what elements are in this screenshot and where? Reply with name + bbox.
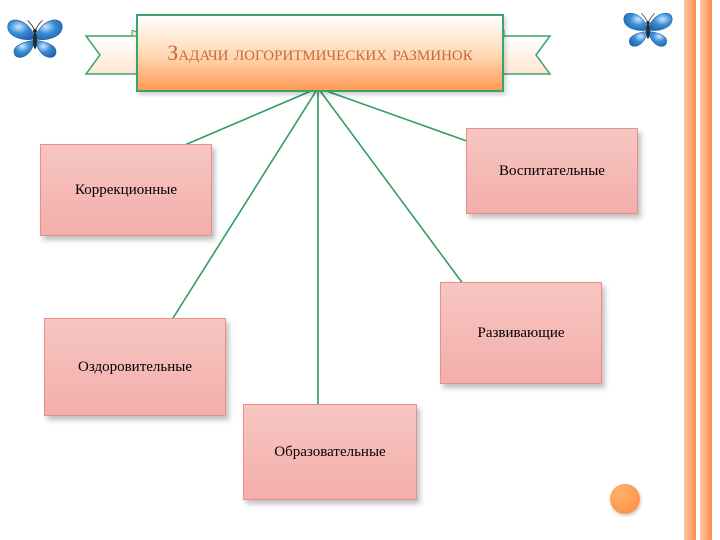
node-developmental: Развивающие: [440, 282, 602, 384]
node-label: Образовательные: [274, 444, 385, 461]
node-label: Развивающие: [477, 325, 564, 342]
butterfly-icon: [4, 14, 66, 64]
node-educational: Образовательные: [243, 404, 417, 500]
butterfly-icon: [620, 8, 676, 52]
side-stripe-1: [684, 0, 696, 540]
node-label: Коррекционные: [75, 182, 177, 199]
node-correctional: Коррекционные: [40, 144, 212, 236]
node-label: Оздоровительные: [78, 359, 192, 376]
node-educational2: Воспитательные: [466, 128, 638, 214]
title-banner: Задачи логоритмических разминок: [136, 14, 504, 92]
node-health: Оздоровительные: [44, 318, 226, 416]
node-label: Воспитательные: [499, 163, 605, 180]
pager-dot: [610, 484, 640, 514]
slide-canvas: Задачи логоритмических разминок Коррекци…: [0, 0, 720, 540]
title-text: Задачи логоритмических разминок: [167, 40, 473, 65]
side-stripe-2: [700, 0, 712, 540]
